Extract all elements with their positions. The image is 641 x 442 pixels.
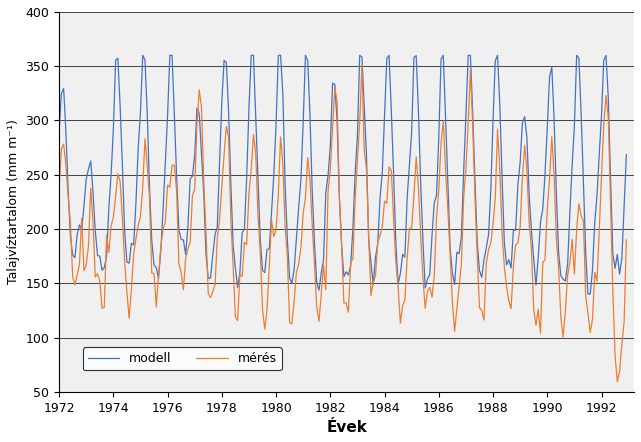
modell (55, 130, 63, 135)
modell (139, 53, 147, 58)
modell (622, 152, 630, 157)
mérés (455, 284, 463, 289)
mérés (55, 187, 63, 192)
modell (584, 291, 592, 297)
modell (67, 233, 74, 239)
mérés (419, 276, 427, 281)
mérés (507, 306, 515, 311)
mérés (67, 220, 74, 225)
modell (455, 251, 463, 256)
modell (419, 240, 427, 245)
Legend: modell, mérés: modell, mérés (83, 347, 281, 370)
mérés (225, 134, 233, 140)
X-axis label: Évek: Évek (326, 420, 367, 435)
mérés (613, 379, 621, 385)
Y-axis label: Talajvíztartalom (mm m⁻¹): Talajvíztartalom (mm m⁻¹) (7, 119, 20, 284)
Line: modell: modell (59, 55, 626, 294)
mérés (622, 237, 630, 243)
modell (227, 182, 235, 187)
mérés (358, 62, 366, 68)
modell (507, 265, 515, 271)
modell (613, 252, 621, 257)
Line: mérés: mérés (59, 65, 626, 382)
mérés (612, 353, 619, 358)
